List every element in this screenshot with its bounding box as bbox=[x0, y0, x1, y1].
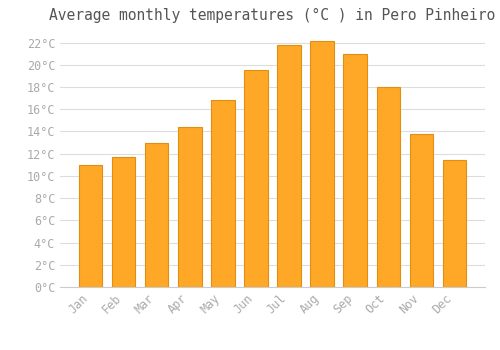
Bar bbox=[344, 54, 366, 287]
Title: Average monthly temperatures (°C ) in Pero Pinheiro: Average monthly temperatures (°C ) in Pe… bbox=[50, 8, 496, 23]
Bar bbox=[278, 45, 300, 287]
Bar bbox=[80, 165, 102, 287]
Bar bbox=[146, 142, 169, 287]
Bar bbox=[376, 87, 400, 287]
Bar bbox=[212, 100, 234, 287]
Bar bbox=[442, 160, 466, 287]
Bar bbox=[410, 134, 432, 287]
Bar bbox=[310, 42, 334, 287]
Bar bbox=[244, 70, 268, 287]
Bar bbox=[112, 157, 136, 287]
Bar bbox=[178, 127, 202, 287]
